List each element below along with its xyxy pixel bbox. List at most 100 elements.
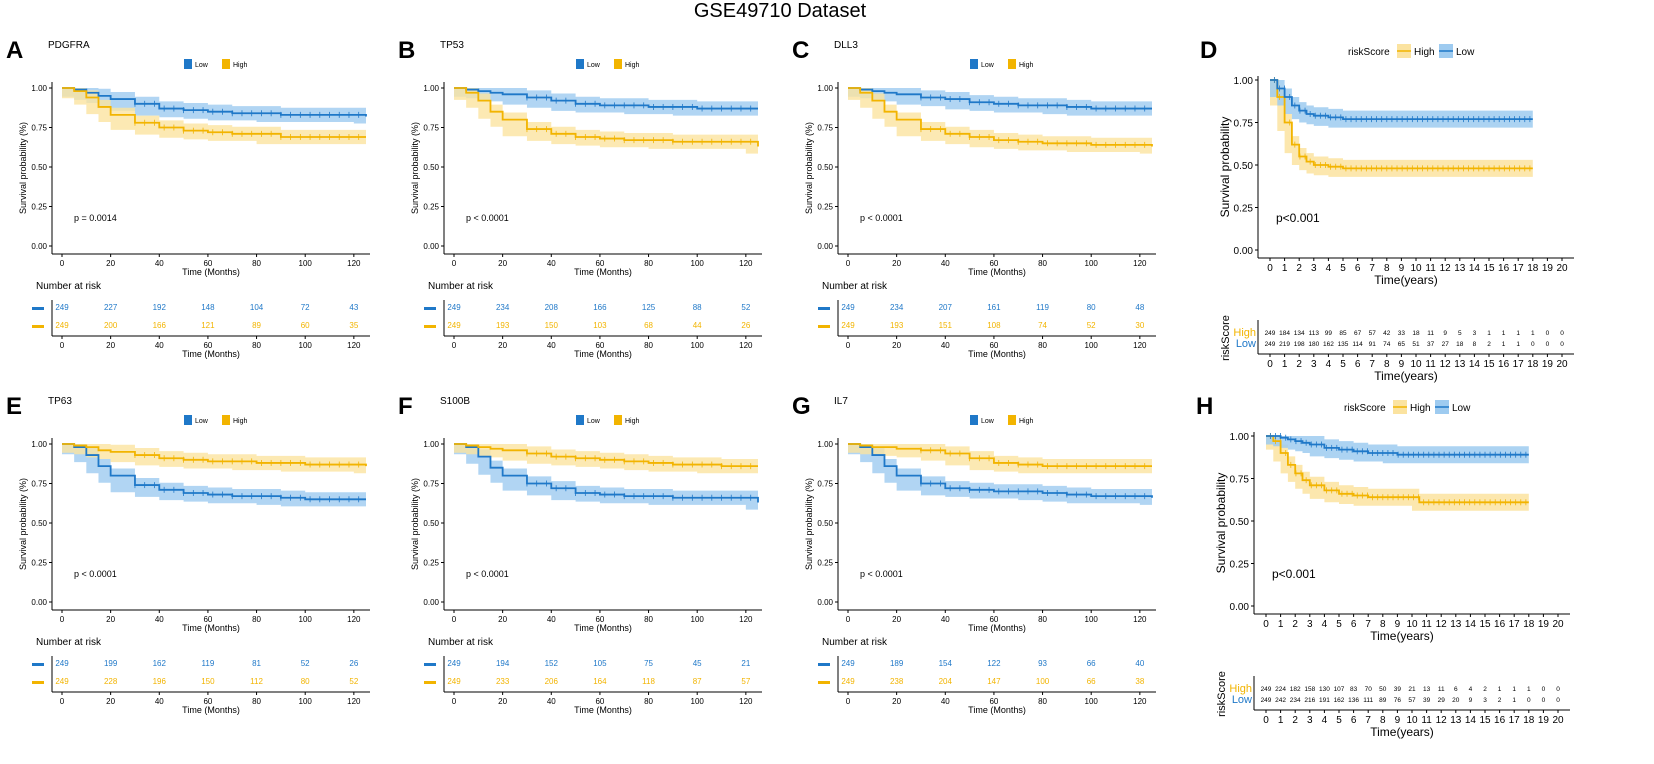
x-tick-label: 120 <box>739 615 753 624</box>
risk-count-low: 52 <box>741 303 750 312</box>
legend-key-high <box>222 415 230 425</box>
x-tick-label: 8 <box>1384 263 1390 274</box>
risk-x-axis-title: Time (Months) <box>574 349 632 359</box>
x-axis-title: Time (Months) <box>968 267 1026 277</box>
panel-label: E <box>6 393 22 420</box>
risk-x-tick-label: 100 <box>691 341 705 350</box>
x-tick-label: 0 <box>452 259 457 268</box>
gene-name: IL7 <box>834 396 848 407</box>
risk-count-high: 5 <box>1458 330 1462 337</box>
risk-count-high: 85 <box>1339 330 1347 337</box>
y-tick-label: 0.75 <box>423 480 439 489</box>
risk-y-title: riskScore <box>1216 671 1228 717</box>
risk-count-low: 249 <box>447 303 461 312</box>
risk-x-tick-label: 100 <box>299 341 313 350</box>
risk-x-tick-label: 16 <box>1498 359 1510 370</box>
x-tick-label: 120 <box>347 259 361 268</box>
x-tick-label: 40 <box>155 615 164 624</box>
y-axis-title: Survival probability <box>1214 473 1228 574</box>
ci-band-low <box>1270 80 1533 128</box>
risk-count-high: 150 <box>545 321 559 330</box>
x-tick-label: 80 <box>252 615 261 624</box>
risk-x-axis-title: Time (Months) <box>182 705 240 715</box>
risk-count-low: 1 <box>1502 341 1506 348</box>
x-tick-label: 2 <box>1296 263 1302 274</box>
risk-count-low: 219 <box>1279 341 1290 348</box>
risk-x-axis-title: Time(years) <box>1374 369 1438 383</box>
p-value: p<0.001 <box>1272 567 1316 581</box>
risk-x-tick-label: 15 <box>1483 359 1495 370</box>
risk-count-high: 196 <box>153 677 167 686</box>
risk-row-key-low <box>818 663 830 666</box>
x-tick-label: 80 <box>644 259 653 268</box>
y-tick-label: 0.50 <box>31 163 47 172</box>
risk-count-low: 162 <box>153 659 167 668</box>
x-tick-label: 20 <box>892 615 901 624</box>
risk-x-tick-label: 4 <box>1322 715 1328 726</box>
panel-label: C <box>792 37 809 64</box>
risk-count-low: 162 <box>1334 697 1345 704</box>
legend-label-low: Low <box>1456 47 1475 58</box>
legend-label-high: High <box>625 418 640 425</box>
risk-count-low: 65 <box>1398 341 1406 348</box>
x-tick-label: 40 <box>155 259 164 268</box>
risk-count-low: 27 <box>1442 341 1450 348</box>
risk-x-tick-label: 7 <box>1365 715 1371 726</box>
x-tick-label: 16 <box>1498 263 1510 274</box>
y-axis-title: Survival probability (%) <box>804 478 814 570</box>
x-tick-label: 120 <box>347 615 361 624</box>
risk-count-high: 184 <box>1279 330 1290 337</box>
risk-count-low: 207 <box>939 303 953 312</box>
risk-x-tick-label: 8 <box>1384 359 1390 370</box>
x-tick-label: 16 <box>1494 619 1506 630</box>
x-tick-label: 5 <box>1340 263 1346 274</box>
x-tick-label: 0 <box>452 615 457 624</box>
x-tick-label: 60 <box>203 259 212 268</box>
risk-count-low: 135 <box>1338 341 1349 348</box>
risk-count-low: 191 <box>1319 697 1330 704</box>
risk-count-low: 180 <box>1308 341 1319 348</box>
risk-count-low: 136 <box>1348 697 1359 704</box>
x-tick-label: 100 <box>299 615 313 624</box>
risk-count-low: 199 <box>104 659 118 668</box>
risk-row-key-low <box>32 663 44 666</box>
risk-x-tick-label: 18 <box>1523 715 1535 726</box>
risk-count-high: 33 <box>1398 330 1406 337</box>
risk-count-low: 88 <box>693 303 702 312</box>
x-tick-label: 5 <box>1336 619 1342 630</box>
risk-count-low: 0 <box>1560 341 1564 348</box>
survival-line-low <box>454 87 758 110</box>
risk-count-high: 67 <box>1354 330 1362 337</box>
risk-x-tick-label: 17 <box>1509 715 1521 726</box>
survival-line-low <box>454 443 759 503</box>
risk-x-tick-label: 120 <box>1133 697 1147 706</box>
legend-label-high: High <box>233 418 248 425</box>
legend-label-low: Low <box>195 62 209 69</box>
x-tick-label: 60 <box>595 615 604 624</box>
risk-count-high: 1 <box>1527 686 1531 693</box>
x-tick-label: 11 <box>1425 263 1436 274</box>
x-tick-label: 3 <box>1311 263 1317 274</box>
risk-x-tick-label: 20 <box>106 341 115 350</box>
y-tick-label: 0.00 <box>1234 246 1254 257</box>
risk-table-title: Number at risk <box>36 637 102 648</box>
x-tick-label: 12 <box>1436 619 1448 630</box>
risk-count-high: 249 <box>1261 686 1272 693</box>
risk-count-low: 249 <box>55 659 69 668</box>
risk-count-high: 11 <box>1427 330 1434 337</box>
legend-label-high: High <box>1019 418 1034 425</box>
x-axis-title: Time(years) <box>1370 629 1434 643</box>
risk-x-tick-label: 0 <box>60 697 65 706</box>
risk-x-tick-label: 100 <box>691 697 705 706</box>
legend-key-high <box>614 59 622 69</box>
risk-x-tick-label: 3 <box>1307 715 1313 726</box>
risk-x-tick-label: 12 <box>1440 359 1452 370</box>
risk-count-high: 182 <box>1290 686 1301 693</box>
risk-count-high: 164 <box>593 677 607 686</box>
risk-x-tick-label: 120 <box>1133 341 1147 350</box>
risk-row-label-high: High <box>1229 683 1252 695</box>
gene-name: DLL3 <box>834 40 858 51</box>
risk-count-high: 80 <box>301 677 310 686</box>
risk-x-axis-title: Time (Months) <box>968 349 1026 359</box>
